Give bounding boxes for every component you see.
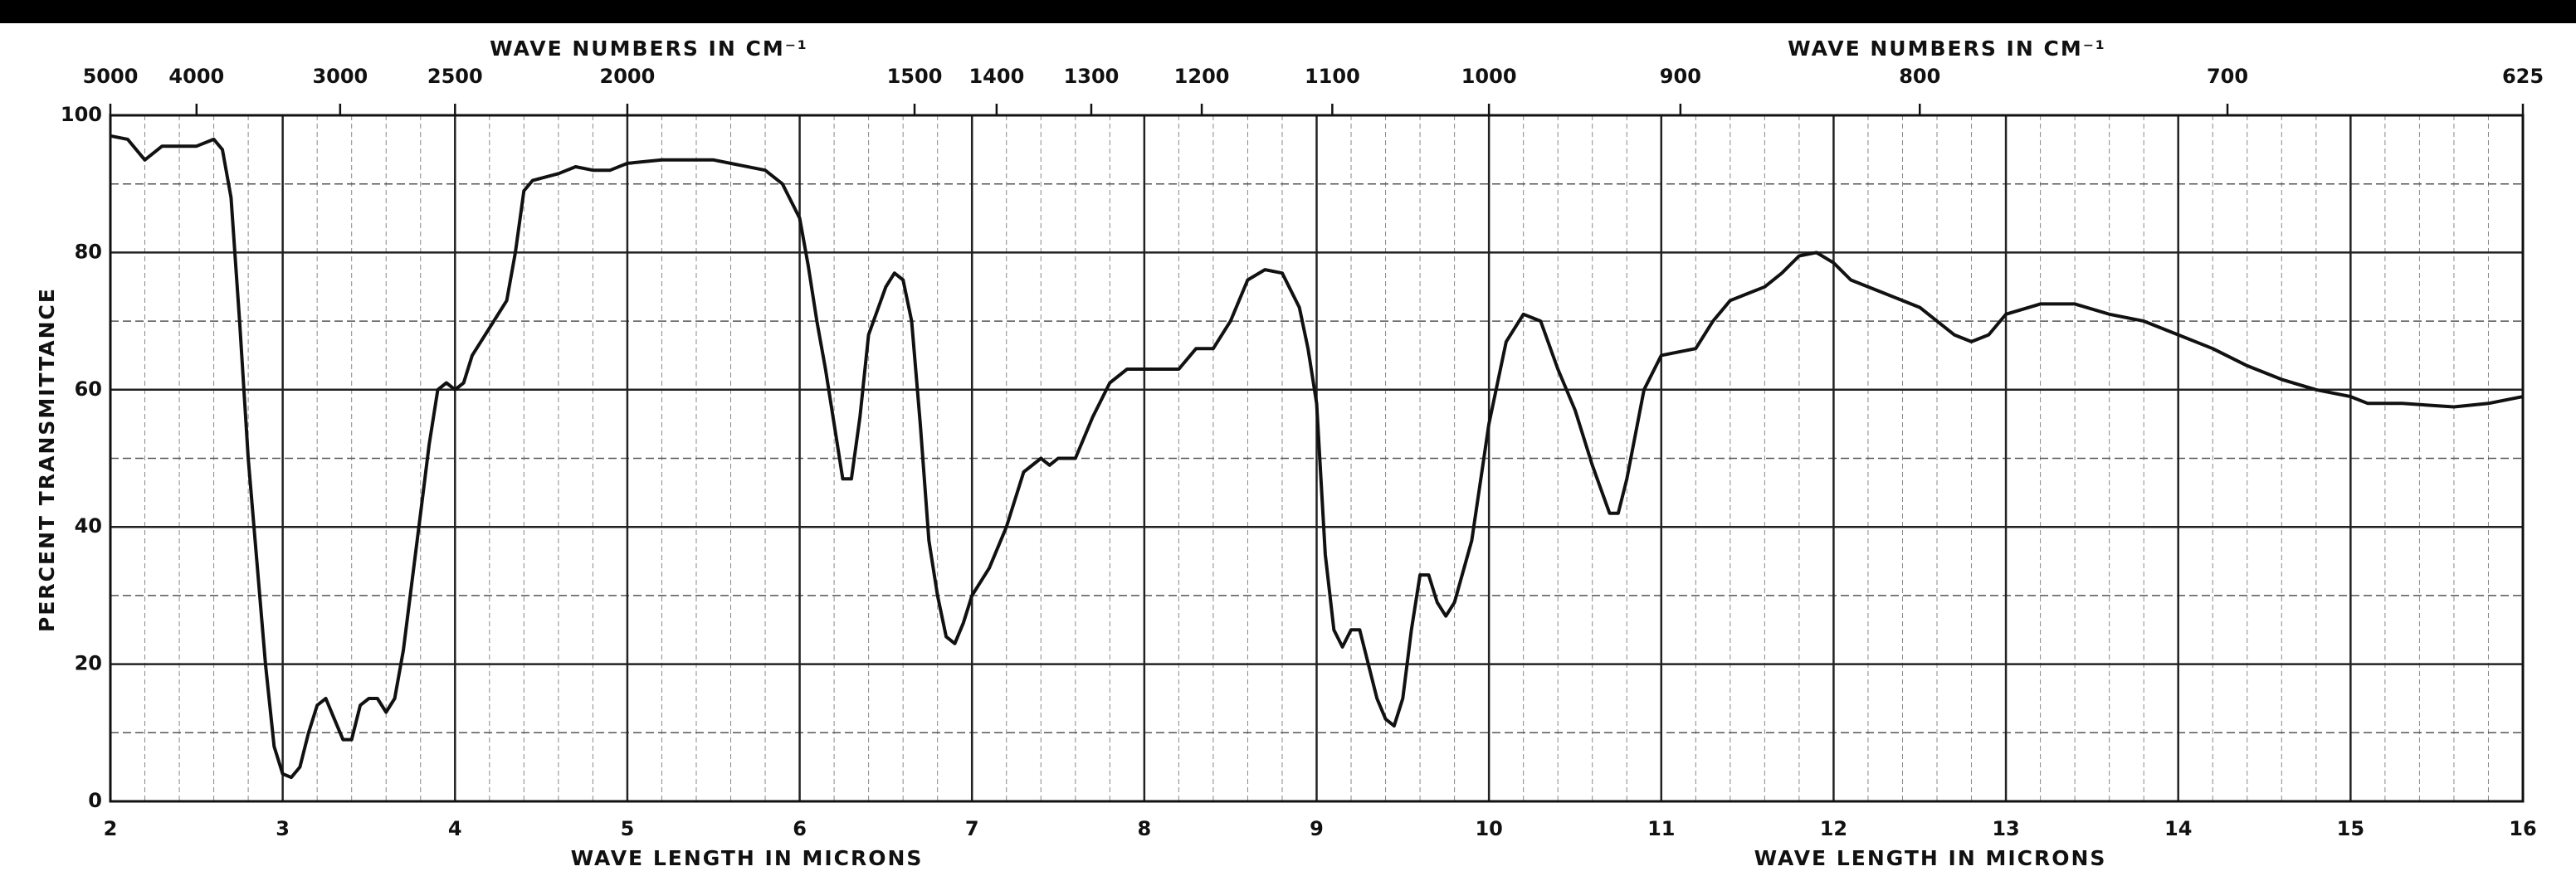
- y-tick-label: 40: [75, 514, 102, 538]
- x-tick-label: 2: [104, 817, 118, 840]
- x2-tick-label: 800: [1899, 65, 1940, 88]
- y-tick-label: 20: [75, 652, 102, 675]
- x-tick-label: 3: [276, 817, 290, 840]
- x-tick-label: 14: [2164, 817, 2192, 840]
- x-tick-label: 4: [448, 817, 462, 840]
- x-tick-label: 13: [1992, 817, 2019, 840]
- x-title: WAVE LENGTH IN MICRONS: [1754, 846, 2107, 870]
- y-title: PERCENT TRANSMITTANCE: [35, 287, 59, 632]
- x-tick-label: 9: [1310, 817, 1324, 840]
- x2-tick-label: 2500: [427, 65, 483, 88]
- y-tick-label: 60: [75, 377, 102, 401]
- y-tick-label: 0: [88, 789, 102, 812]
- x2-title: WAVE NUMBERS IN CM⁻¹: [490, 36, 808, 61]
- x2-tick-label: 4000: [168, 65, 224, 88]
- x2-tick-label: 3000: [312, 65, 368, 88]
- x-tick-label: 7: [965, 817, 979, 840]
- x2-tick-label: 700: [2207, 65, 2248, 88]
- x2-tick-label: 1500: [887, 65, 943, 88]
- x2-title: WAVE NUMBERS IN CM⁻¹: [1788, 36, 2106, 61]
- y-tick-label: 80: [75, 240, 102, 263]
- x2-tick-label: 1200: [1174, 65, 1230, 88]
- x-tick-label: 16: [2509, 817, 2536, 840]
- x-tick-label: 11: [1647, 817, 1675, 840]
- x-title: WAVE LENGTH IN MICRONS: [571, 846, 924, 870]
- x-tick-label: 5: [621, 817, 635, 840]
- x2-tick-label: 2000: [600, 65, 656, 88]
- top-band: [0, 0, 2576, 23]
- x-tick-label: 10: [1475, 817, 1502, 840]
- x2-tick-label: 625: [2502, 65, 2544, 88]
- x2-tick-label: 1300: [1064, 65, 1120, 88]
- spectrum-line: [110, 134, 2524, 780]
- x2-tick-label: 1000: [1461, 65, 1517, 88]
- x2-tick-label: 5000: [83, 65, 139, 88]
- x-tick-label: 15: [2337, 817, 2364, 840]
- x-tick-label: 8: [1138, 817, 1152, 840]
- y-tick-label: 100: [61, 103, 102, 126]
- plot-frame: [109, 114, 2525, 803]
- x-tick-label: 12: [1820, 817, 1847, 840]
- x2-tick-label: 1100: [1305, 65, 1360, 88]
- x-tick-label: 6: [793, 817, 807, 840]
- x2-tick-label: 900: [1660, 65, 1701, 88]
- x2-tick-label: 1400: [968, 65, 1024, 88]
